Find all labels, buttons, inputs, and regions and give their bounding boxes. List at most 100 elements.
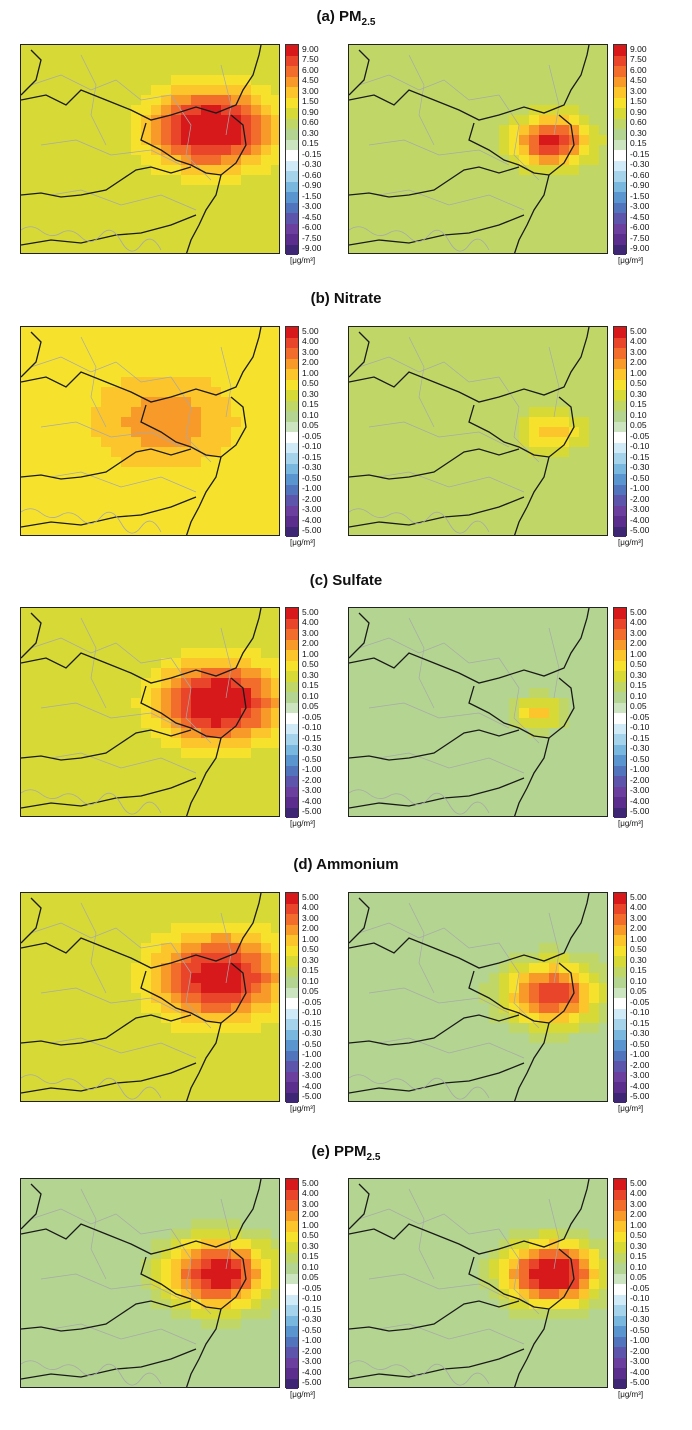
grid-cell [489,608,500,619]
colorbar-swatch [286,139,298,150]
grid-cell [241,1209,252,1220]
grid-cell [181,397,192,408]
grid-cell [271,913,279,924]
grid-cell [509,225,520,236]
grid-cell [519,748,530,759]
grid-cell [161,1219,172,1230]
grid-cell [231,668,242,679]
grid-cell [71,1179,82,1190]
grid-cell [549,1023,560,1034]
grid-cell [509,175,520,186]
grid-cell [271,768,279,779]
grid-cell [71,1219,82,1230]
grid-cell [251,145,262,156]
grid-cell [201,778,212,789]
grid-cell [101,923,112,934]
grid-cell [559,708,570,719]
grid-cell [151,427,162,438]
grid-cell [31,447,42,458]
grid-cell [559,768,570,779]
grid-cell [51,437,62,448]
grid-cell [469,913,480,924]
colorbar-swatch [286,66,298,77]
grid-cell [151,668,162,679]
grid-cell [349,145,360,156]
grid-cell [91,913,102,924]
grid-cell [569,953,580,964]
grid-cell [389,1013,400,1024]
grid-cell [151,963,162,974]
grid-cell [71,125,82,136]
grid-cell [261,427,272,438]
map-canvas [21,608,279,816]
grid-cell [251,417,262,428]
grid-cell [539,668,550,679]
colorbar-tick-label: -7.50 [630,232,650,243]
grid-cell [439,943,450,954]
grid-cell [509,738,520,749]
grid-cell [459,85,470,96]
grid-cell [599,397,607,408]
province-boundary [21,612,42,659]
grid-cell [559,145,570,156]
grid-cell [429,327,440,338]
grid-cell [161,357,172,368]
grid-cell [419,55,430,66]
grid-cell [21,105,32,116]
grid-cell [489,527,500,535]
grid-cell [579,778,590,789]
grid-cell [559,973,570,984]
grid-cell [429,953,440,964]
grid-cell [579,638,590,649]
grid-cell [131,477,142,488]
grid-cell [579,205,590,216]
grid-cell [529,1093,540,1101]
grid-cell [221,973,232,984]
grid-cell [559,953,570,964]
grid-cell [359,1003,370,1014]
grid-cell [171,788,182,799]
grid-cell [579,45,590,56]
colorbar-swatch [614,639,626,650]
grid-cell [51,788,62,799]
grid-cell [271,527,279,535]
grid-cell [559,913,570,924]
grid-cell [389,728,400,739]
grid-cell [161,447,172,458]
grid-cell [161,1229,172,1240]
grid-cell [389,397,400,408]
grid-cell [579,608,590,619]
grid-cell [509,95,520,106]
grid-cell [479,963,490,974]
grid-cell [231,327,242,338]
grid-cell [529,477,540,488]
colorbar-tick-label: -0.60 [302,169,322,180]
colorbar-tick-label: 0.30 [302,388,319,399]
grid-cell [141,95,152,106]
grid-cell [131,387,142,398]
grid-cell [241,407,252,418]
grid-cell [81,175,92,186]
grid-cell [201,185,212,196]
grid-cell [41,1219,52,1230]
grid-cell [241,105,252,116]
grid-cell [499,245,510,253]
map-canvas [21,327,279,535]
colorbar-swatch [614,956,626,967]
grid-cell [191,738,202,749]
grid-cell [509,903,520,914]
grid-cell [599,718,607,729]
grid-cell [589,1023,600,1034]
grid-cell [61,135,72,146]
province-boundary [468,677,575,739]
grid-cell [459,105,470,116]
grid-cell [349,1053,360,1064]
grid-cell [459,427,470,438]
grid-cell [31,205,42,216]
grid-cell [469,45,480,56]
grid-cell [271,185,279,196]
grid-cell [569,628,580,639]
grid-cell [241,175,252,186]
grid-cell [419,973,430,984]
grid-cell [231,738,242,749]
